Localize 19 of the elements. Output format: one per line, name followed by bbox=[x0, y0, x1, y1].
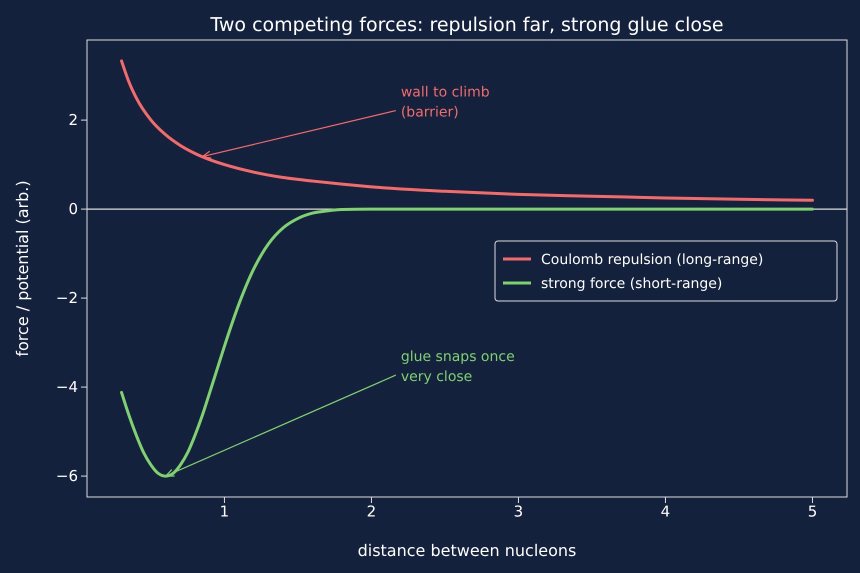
chart-title: Two competing forces: repulsion far, strong glue close bbox=[209, 14, 724, 36]
x-tick-label: 3 bbox=[514, 502, 524, 521]
x-axis-title: distance between nucleons bbox=[358, 541, 576, 560]
y-tick-label: −4 bbox=[56, 378, 78, 396]
y-tick-label: 0 bbox=[68, 200, 78, 218]
x-tick-label: 4 bbox=[660, 502, 670, 521]
y-tick-label: −6 bbox=[56, 466, 78, 485]
y-axis-title: force / potential (arb.) bbox=[13, 180, 32, 357]
line-series bbox=[120, 208, 814, 478]
annotation: glue snaps once very close bbox=[400, 349, 515, 386]
x-tick-label: 1 bbox=[220, 502, 230, 521]
legend-label: Coulomb repulsion (long-range) bbox=[541, 252, 764, 268]
annotation: wall to climb (barrier) bbox=[400, 84, 490, 121]
legend-label: strong force (short-range) bbox=[541, 276, 722, 292]
y-tick-label: −2 bbox=[56, 288, 78, 307]
x-tick-label: 5 bbox=[808, 502, 818, 521]
x-tick-label: 2 bbox=[366, 502, 376, 521]
line-series bbox=[120, 59, 814, 202]
y-tick-label: 2 bbox=[68, 110, 78, 129]
